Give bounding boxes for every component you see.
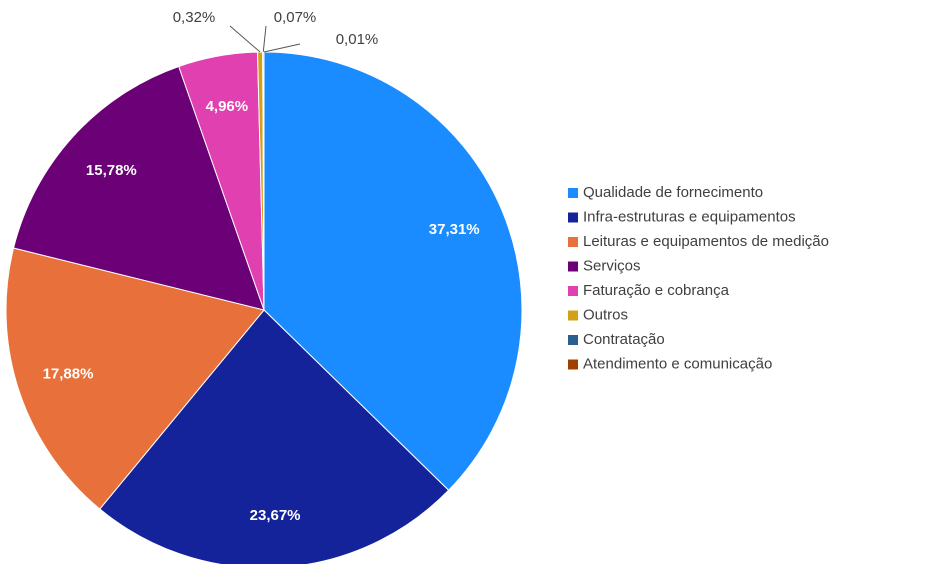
legend-swatch bbox=[568, 335, 578, 345]
legend-swatch bbox=[568, 262, 578, 272]
legend-swatch bbox=[568, 286, 578, 296]
legend-label: Serviços bbox=[583, 257, 641, 274]
legend-swatch bbox=[568, 188, 578, 198]
legend-swatch bbox=[568, 311, 578, 321]
legend-swatch bbox=[568, 360, 578, 370]
leader-line bbox=[264, 44, 300, 52]
legend-label: Outros bbox=[583, 306, 628, 323]
legend-label: Atendimento e comunicação bbox=[583, 355, 772, 372]
legend-label: Faturação e cobrança bbox=[583, 282, 730, 299]
data-label: 37,31% bbox=[429, 221, 480, 238]
data-label: 0,32% bbox=[173, 9, 216, 26]
leader-line bbox=[263, 26, 266, 52]
data-label: 23,67% bbox=[250, 507, 301, 524]
data-label: 17,88% bbox=[43, 366, 94, 383]
data-label: 4,96% bbox=[206, 98, 249, 115]
data-label: 15,78% bbox=[86, 162, 137, 179]
leader-line bbox=[230, 26, 260, 52]
data-label: 0,01% bbox=[336, 31, 379, 48]
data-label: 0,07% bbox=[274, 9, 317, 26]
legend-swatch bbox=[568, 237, 578, 247]
legend-label: Contratação bbox=[583, 331, 665, 348]
legend-label: Infra-estruturas e equipamentos bbox=[583, 208, 796, 225]
legend-swatch bbox=[568, 213, 578, 223]
legend-label: Leituras e equipamentos de medição bbox=[583, 233, 829, 250]
legend-label: Qualidade de fornecimento bbox=[583, 184, 763, 201]
